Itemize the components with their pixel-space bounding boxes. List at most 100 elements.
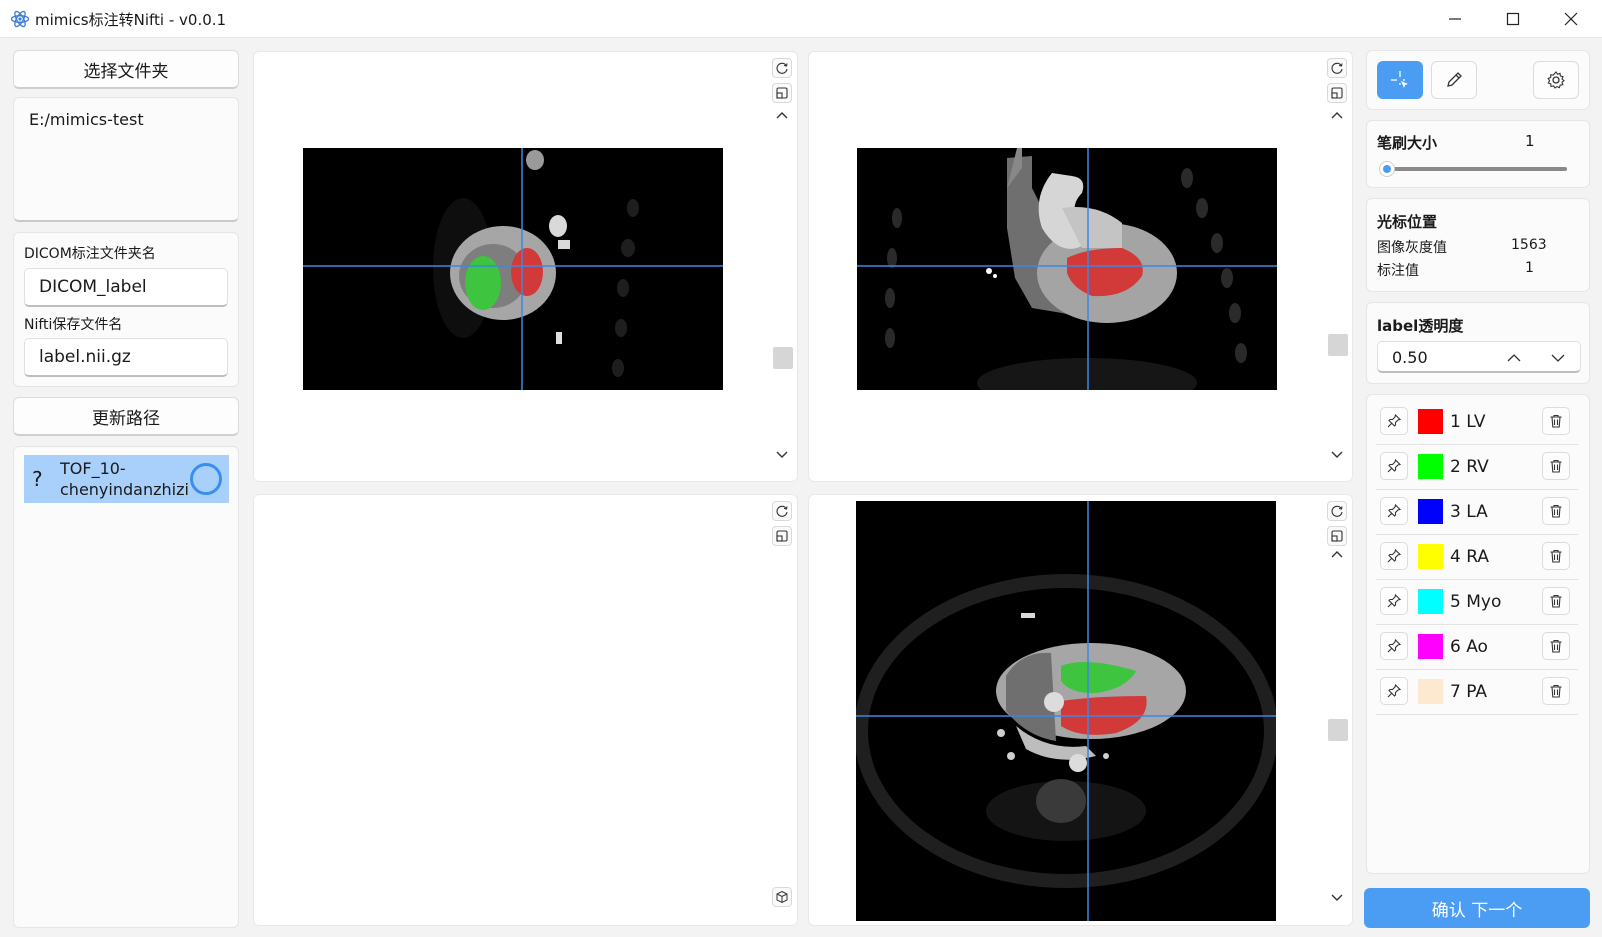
viewer-axial[interactable] [808,494,1353,926]
delete-label-button[interactable] [1542,452,1570,480]
label-color-swatch[interactable] [1418,499,1443,524]
label-row[interactable]: 5 Myo [1376,581,1578,625]
brush-slider-thumb[interactable] [1379,161,1395,177]
chevron-down-icon[interactable] [1550,352,1566,364]
update-path-button[interactable]: 更新路径 [13,397,239,436]
pin-icon [1387,593,1402,608]
scroll-thumb[interactable] [1328,719,1348,741]
label-name: 6 Ao [1450,637,1488,657]
case-status-icon: ? [32,467,43,491]
delete-label-button[interactable] [1542,407,1570,435]
pin-icon [1387,503,1402,518]
chevron-up-icon[interactable] [1330,110,1344,120]
delete-label-button[interactable] [1542,497,1570,525]
crosshair-cursor-icon [1391,71,1408,88]
opacity-title: label透明度 [1377,317,1464,335]
dicom-label-input[interactable]: DICOM_label [24,268,228,307]
dicom-label-title: DICOM标注文件夹名 [24,246,156,262]
view-3d-button[interactable] [772,887,792,907]
label-row[interactable]: 4 RA [1376,536,1578,580]
trash-icon [1550,684,1562,698]
title-bar: mimics标注转Nifti - v0.0.1 [0,0,1602,38]
select-folder-button[interactable]: 选择文件夹 [13,50,239,89]
label-row[interactable]: 1 LV [1376,401,1578,445]
label-row[interactable]: 2 RV [1376,446,1578,490]
fit-view-button[interactable] [772,83,792,103]
nifti-filename-input[interactable]: label.nii.gz [24,338,228,377]
viewer-sagittal[interactable] [253,51,798,482]
coronal-slice-image[interactable] [857,148,1277,390]
brush-size-value: 1 [1525,132,1535,150]
label-color-swatch[interactable] [1418,544,1443,569]
refresh-icon [1331,62,1343,74]
brush-size-slider[interactable] [1387,167,1567,171]
loading-spinner-icon [190,463,222,495]
label-color-swatch[interactable] [1418,634,1443,659]
pin-button[interactable] [1380,407,1408,435]
pin-button[interactable] [1380,632,1408,660]
chevron-down-icon[interactable] [1330,893,1344,903]
label-color-swatch[interactable] [1418,454,1443,479]
fit-view-button[interactable] [1327,526,1347,546]
minimize-button[interactable] [1426,0,1484,38]
label-row[interactable]: 3 LA [1376,491,1578,535]
pin-button[interactable] [1380,497,1408,525]
react-atom-icon [10,10,30,28]
pin-button[interactable] [1380,587,1408,615]
label-value: 1 [1525,260,1534,276]
label-name: 7 PA [1450,682,1488,702]
close-button[interactable] [1542,0,1600,38]
fit-view-button[interactable] [772,526,792,546]
refresh-icon [776,505,788,517]
viewer-coronal[interactable] [808,51,1353,482]
confirm-next-button[interactable]: 确认 下一个 [1364,888,1590,928]
pen-tool-button[interactable] [1431,61,1477,99]
close-icon [1564,12,1578,26]
sagittal-slice-image[interactable] [303,148,723,390]
pin-icon [1387,413,1402,428]
scroll-thumb[interactable] [773,347,793,369]
viewer-3d[interactable] [253,494,798,926]
chevron-up-icon[interactable] [775,110,789,120]
gray-value-label: 图像灰度值 [1377,240,1447,256]
axial-slice-image[interactable] [856,501,1276,921]
label-value-label: 标注值 [1377,263,1419,279]
delete-label-button[interactable] [1542,632,1570,660]
maximize-button[interactable] [1484,0,1542,38]
window-title: mimics标注转Nifti - v0.0.1 [35,11,227,29]
scroll-thumb[interactable] [1328,334,1348,356]
chevron-up-icon[interactable] [1330,549,1344,559]
delete-label-button[interactable] [1542,587,1570,615]
reset-view-button[interactable] [1327,501,1347,521]
fit-view-button[interactable] [1327,83,1347,103]
settings-button[interactable] [1533,61,1579,99]
scrollbar-axial[interactable] [1327,549,1349,919]
pin-button[interactable] [1380,542,1408,570]
label-row[interactable]: 7 PA [1376,671,1578,715]
pin-button[interactable] [1380,677,1408,705]
opacity-spinbox[interactable]: 0.50 [1377,341,1581,373]
chevron-down-icon[interactable] [1330,450,1344,460]
label-color-swatch[interactable] [1418,409,1443,434]
reset-view-button[interactable] [772,501,792,521]
pin-button[interactable] [1380,452,1408,480]
reset-view-button[interactable] [1327,58,1347,78]
scrollbar-sagittal[interactable] [772,106,794,476]
label-color-swatch[interactable] [1418,589,1443,614]
reset-view-button[interactable] [772,58,792,78]
chevron-down-icon[interactable] [775,450,789,460]
case-list-panel: ? TOF_10- chenyindanzhizi [13,446,239,928]
chevron-up-icon[interactable] [1506,352,1522,364]
minimize-icon [1449,18,1461,20]
cursor-position-title: 光标位置 [1377,213,1438,231]
label-row[interactable]: 6 Ao [1376,626,1578,670]
case-list-item[interactable]: ? TOF_10- chenyindanzhizi [24,455,229,503]
label-color-swatch[interactable] [1418,679,1443,704]
label-name: 5 Myo [1450,592,1502,612]
pin-icon [1387,683,1402,698]
trash-icon [1550,549,1562,563]
delete-label-button[interactable] [1542,677,1570,705]
delete-label-button[interactable] [1542,542,1570,570]
scrollbar-coronal[interactable] [1327,106,1349,476]
select-tool-button[interactable] [1377,61,1423,99]
